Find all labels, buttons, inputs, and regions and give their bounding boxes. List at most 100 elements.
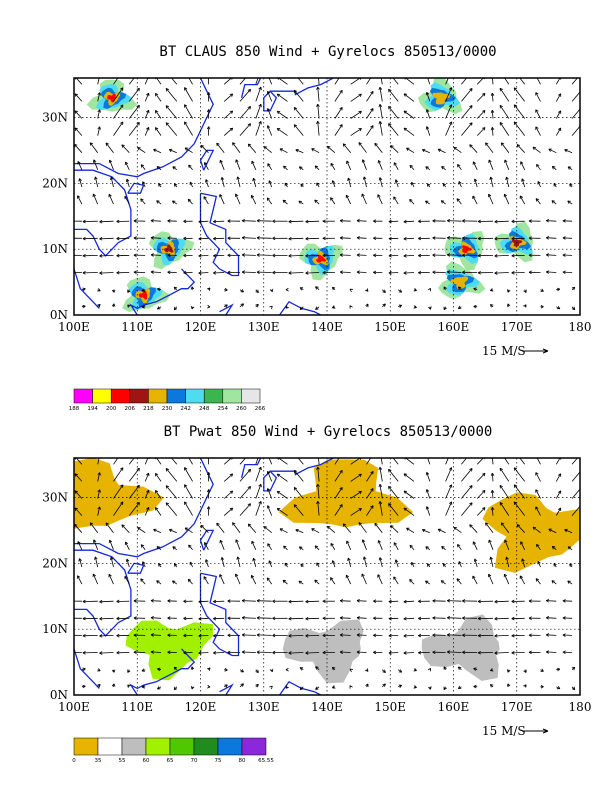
wind-vector-365 xyxy=(490,288,494,292)
wind-vector-353 xyxy=(462,633,478,637)
wind-vector-114 xyxy=(198,271,209,275)
wind-vector-223 xyxy=(318,78,320,85)
colorbar-swatch-2 xyxy=(110,388,131,404)
wind-vector-408 xyxy=(528,650,541,655)
wind-vector-311 xyxy=(418,633,430,638)
wind-vector-43 xyxy=(127,669,131,673)
wind-vector-196 xyxy=(299,306,304,310)
wind-vector-47 xyxy=(116,599,130,604)
wind-vector-298 xyxy=(403,236,415,241)
wind-vector-46 xyxy=(116,236,130,241)
wind-vector-101 xyxy=(183,253,193,258)
wind-vector-438 xyxy=(562,616,573,620)
wind-vector-298 xyxy=(403,616,415,621)
wind-vector-411 xyxy=(528,599,541,603)
wind-vector-430 xyxy=(555,507,562,516)
wind-vector-88 xyxy=(167,236,177,240)
wind-vector-318 xyxy=(425,126,431,136)
wind-vector-313 xyxy=(418,599,430,604)
wind-vector-151 xyxy=(239,106,251,119)
wind-vector-94 xyxy=(165,502,178,516)
wind-vector-306 xyxy=(403,93,415,102)
wind-vector-361 xyxy=(476,110,486,119)
wind-vector-420 xyxy=(556,305,561,310)
y-tick-label: 10N xyxy=(42,242,68,256)
wind-vector-174 xyxy=(266,197,273,205)
wind-vector-162 xyxy=(251,160,257,170)
wind-vector-0 xyxy=(81,304,86,309)
wind-vector-388 xyxy=(499,122,510,136)
wind-vector-202 xyxy=(298,580,304,585)
wind-vector-398 xyxy=(519,195,526,205)
wind-vector-138 xyxy=(223,473,234,482)
wind-vector-340 xyxy=(446,236,462,240)
wind-vector-381 xyxy=(494,634,509,638)
wind-vector-317 xyxy=(421,148,430,154)
wind-vector-108 xyxy=(184,121,193,136)
wind-vector-384 xyxy=(503,193,510,205)
wind-vector-401 xyxy=(516,524,525,533)
wind-vector-197 xyxy=(299,667,304,671)
wind-vector-16 xyxy=(82,651,98,655)
wind-vector-291 xyxy=(388,486,399,499)
wind-vector-418 xyxy=(535,92,541,102)
plot-frame-top xyxy=(73,77,581,316)
wind-vector-255 xyxy=(356,633,367,637)
wind-vector-169 xyxy=(269,288,274,292)
wind-vector-64 xyxy=(140,164,146,171)
cloud-temperature-field xyxy=(86,78,534,312)
wind-vector-158 xyxy=(241,616,256,620)
wind-vector-69 xyxy=(144,78,150,85)
wind-vector-14 xyxy=(97,303,101,308)
wind-vector-278 xyxy=(378,466,383,482)
x-tick-label: 150E xyxy=(374,320,406,334)
wind-vector-173 xyxy=(256,219,272,223)
wind-vector-241 xyxy=(339,253,351,257)
wind-vector-143 xyxy=(227,633,241,638)
wind-vector-342 xyxy=(456,198,462,205)
wind-vector-103 xyxy=(183,219,193,224)
wind-vector-282 xyxy=(388,651,399,655)
wind-vector-315 xyxy=(427,563,431,568)
wind-vector-321 xyxy=(425,78,431,85)
coastline-6 xyxy=(219,303,234,315)
wind-vector-165 xyxy=(255,103,262,119)
wind-vector-15 xyxy=(97,288,101,292)
wind-vector-327 xyxy=(432,219,446,223)
wind-vector-8 xyxy=(77,541,83,550)
wind-vector-409 xyxy=(528,253,541,258)
wind-vector-325 xyxy=(432,633,446,637)
wind-vector-205 xyxy=(295,529,304,534)
wind-vector-130 xyxy=(213,236,225,241)
wind-vector-142 xyxy=(227,650,241,655)
coastline-8 xyxy=(263,470,278,492)
wind-vector-188 xyxy=(282,579,288,585)
wind-vector-322 xyxy=(443,306,447,311)
wind-vector-348 xyxy=(461,88,473,102)
wind-vector-303 xyxy=(406,527,415,534)
wind-vector-400 xyxy=(520,161,526,170)
wind-vector-91 xyxy=(174,563,178,568)
wind-vector-439 xyxy=(562,219,573,223)
wind-vector-46 xyxy=(116,616,130,621)
wind-vector-305 xyxy=(403,490,415,499)
wind-vector-102 xyxy=(183,236,193,241)
wind-vector-387 xyxy=(500,522,510,533)
wind-vector-114 xyxy=(198,651,209,655)
wind-vector-327 xyxy=(432,599,446,603)
x-tick-label: 110E xyxy=(121,320,153,334)
coastline-3 xyxy=(127,182,145,194)
colorbar-label: 70 xyxy=(191,758,198,764)
wind-vector-406 xyxy=(540,684,544,689)
wind-vector-29 xyxy=(111,669,116,673)
y-tick-label: 30N xyxy=(42,111,68,125)
wind-vector-167 xyxy=(255,458,259,465)
wind-vector-118 xyxy=(203,576,209,585)
wind-vector-436 xyxy=(562,270,573,275)
wind-vector-244 xyxy=(345,574,352,585)
wind-vector-341 xyxy=(447,218,462,223)
wind-vector-90 xyxy=(172,580,178,585)
wind-vector-166 xyxy=(255,86,262,102)
wind-vector-96 xyxy=(165,88,178,102)
wind-vector-283 xyxy=(388,253,399,258)
